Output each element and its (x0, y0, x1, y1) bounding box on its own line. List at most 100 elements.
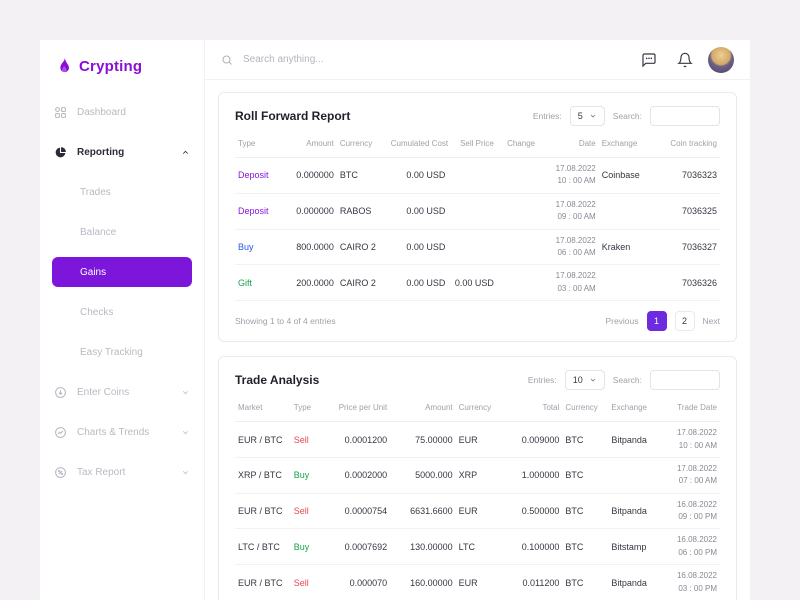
cell-total: 0.500000 (504, 493, 563, 530)
cell-exchange (598, 264, 655, 302)
cell-currency: CAIRO 2 (336, 229, 388, 266)
cell-amount: 0.000000 (278, 193, 337, 230)
column-header: Coin tracking (654, 130, 720, 158)
chat-icon (642, 52, 656, 67)
sidebar-item-dashboard[interactable]: Dashboard (40, 92, 204, 132)
cell-type: Deposit (235, 193, 279, 230)
sidebar-item-label: Tax Report (77, 466, 126, 478)
cell-amount: 75.00000 (390, 421, 456, 458)
table-row: Buy 800.0000 CAIRO 2 0.00 USD 17.08.2022 06 :… (235, 229, 720, 266)
sidebar-item-label: Enter Coins (77, 386, 130, 398)
cell-exchange: Bitpanda (608, 493, 665, 530)
notifications-button[interactable] (672, 47, 698, 73)
column-header: Total (504, 394, 563, 423)
cell-market: EUR / BTC (235, 564, 291, 600)
table-row: Deposit 0.000000 BTC 0.00 USD 17.08.2022 10 :… (235, 157, 720, 194)
sidebar-item-label: Charts & Trends (77, 426, 150, 438)
search-input[interactable] (243, 54, 626, 65)
cell-price: 0.0007692 (327, 528, 391, 566)
table-row: LTC / BTC Buy 0.0007692 130.00000 LTC 0.10000… (235, 528, 720, 566)
entries-select[interactable]: 5 (569, 106, 605, 126)
entries-value: 5 (577, 111, 583, 121)
sidebar-item-enter-coins[interactable]: Enter Coins (40, 372, 204, 412)
sidebar-item-gains[interactable]: Gains (52, 257, 192, 287)
entries-summary: Showing 1 to 4 of 4 entries (235, 316, 336, 327)
reporting-icon (55, 146, 66, 157)
cell-change (496, 229, 539, 266)
chevron-down-icon (182, 390, 189, 394)
card-header: Trade Analysis Entries: 10 Search: (235, 370, 720, 391)
cell-date: 17.08.2022 10 : 00 AM (538, 157, 599, 194)
search-label: Search: (612, 111, 642, 121)
pagination-previous[interactable]: Previous (605, 316, 639, 327)
cell-exchange: Bitstamp (608, 528, 665, 566)
avatar[interactable] (708, 46, 734, 73)
bell-icon (677, 52, 693, 67)
sidebar-item-charts-trends[interactable]: Charts & Trends (40, 412, 204, 452)
cell-price: 0.000070 (327, 564, 391, 600)
sidebar-item-trades[interactable]: Trades (40, 172, 204, 212)
sidebar-item-balance[interactable]: Balance (40, 212, 204, 252)
card-footer: Showing 1 to 4 of 4 entries Previous 1 2… (235, 301, 720, 332)
cell-price: 0.0001200 (327, 421, 391, 458)
cell-type: Gift (235, 264, 279, 302)
cell-change (496, 157, 539, 194)
cell-type: Buy (290, 457, 328, 494)
cell-currency2: BTC (562, 493, 609, 530)
cell-sell_price (448, 193, 497, 230)
cell-date: 16.08.2022 03 : 00 PM (664, 564, 720, 600)
cell-amount: 130.00000 (390, 528, 456, 566)
table-search-input[interactable] (650, 106, 720, 126)
cell-coin_tracking: 7036326 (654, 264, 720, 302)
cell-cumulated_cost: 0.00 USD (387, 264, 449, 302)
cell-type: Buy (235, 229, 279, 266)
cell-currency2: BTC (562, 564, 609, 600)
column-header: Change (496, 130, 539, 158)
cell-currency: CAIRO 2 (336, 264, 388, 302)
pagination-page-1[interactable]: 1 (646, 311, 667, 332)
sidebar-item-tax-report[interactable]: Tax Report (40, 452, 204, 492)
main-area: Roll Forward Report Entries: 5 Search: T… (204, 40, 750, 600)
cell-total: 1.000000 (504, 457, 563, 494)
cell-change (496, 193, 539, 230)
entries-label: Entries: (532, 111, 562, 121)
sidebar-item-label: Reporting (77, 146, 125, 158)
sidebar-item-reporting[interactable]: Reporting (40, 132, 204, 172)
trade-analysis-table: Market Type Price per Unit Amount Currency To… (235, 394, 720, 600)
pagination-page-2[interactable]: 2 (674, 311, 695, 332)
cell-coin_tracking: 7036325 (654, 193, 720, 230)
cell-date: 17.08.2022 07 : 00 AM (664, 457, 720, 494)
cell-type: Buy (290, 528, 328, 566)
sidebar-item-label: Balance (80, 226, 117, 238)
messages-button[interactable] (636, 47, 662, 73)
entries-select[interactable]: 10 (564, 370, 605, 391)
sidebar-item-label: Trades (80, 186, 111, 198)
sidebar-item-easy-tracking[interactable]: Easy Tracking (40, 332, 204, 372)
cell-type: Sell (290, 421, 328, 458)
cell-exchange: Kraken (598, 229, 655, 266)
entries-value: 10 (572, 375, 583, 386)
cell-price: 0.0000754 (327, 493, 391, 530)
sidebar-item-label: Checks (80, 306, 114, 318)
cell-date: 16.08.2022 06 : 00 PM (664, 528, 720, 566)
cell-market: EUR / BTC (235, 421, 291, 458)
column-header: Market (235, 394, 291, 423)
cell-amount: 800.0000 (278, 229, 337, 266)
sidebar: Crypting Dashboard Reporting Trades Bala… (40, 40, 204, 600)
logo: Crypting (40, 40, 204, 92)
pagination-next[interactable]: Next (702, 316, 720, 327)
charts-trends-icon (55, 426, 66, 438)
column-header: Currency (562, 394, 609, 423)
roll-forward-card: Roll Forward Report Entries: 5 Search: T… (218, 92, 737, 343)
sidebar-item-label: Gains (80, 266, 107, 278)
sidebar-item-checks[interactable]: Checks (40, 292, 204, 332)
column-header: Trade Date (664, 394, 720, 423)
column-header: Cumulated Cost (387, 130, 449, 158)
topbar (205, 40, 750, 80)
table-search-input[interactable] (650, 370, 720, 391)
cell-date: 17.08.2022 06 : 00 AM (538, 229, 599, 266)
table-row: Deposit 0.000000 RABOS 0.00 USD 17.08.2022 09… (235, 193, 720, 230)
cell-exchange: Bitpanda (608, 421, 665, 458)
cell-date: 17.08.2022 03 : 00 AM (538, 264, 599, 302)
cell-currency2: BTC (562, 528, 609, 566)
